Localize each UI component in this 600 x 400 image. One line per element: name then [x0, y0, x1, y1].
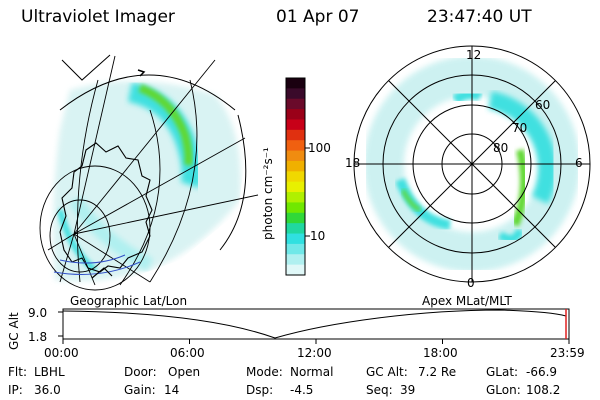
colorbar-cell — [286, 212, 305, 224]
seq-value: 39 — [400, 383, 416, 397]
lat-label-70: 70 — [512, 121, 528, 135]
flt-label: Flt: — [8, 365, 27, 379]
date-label: 01 Apr 07 — [276, 7, 360, 27]
colorbar-tick-100: 100 — [308, 141, 331, 155]
altitude-curve — [62, 309, 567, 339]
altitude-ytick-low: 1.8 — [28, 330, 48, 344]
altitude-xtick-3: 18:00 — [423, 346, 458, 360]
altitude-plot — [58, 308, 570, 344]
colorbar-cell — [286, 192, 305, 204]
geo-aurora-emission — [53, 81, 241, 282]
altitude-ytick-high: 9.0 — [28, 306, 48, 320]
colorbar-cell — [286, 129, 305, 141]
geographic-map — [39, 54, 259, 291]
colorbar-cell — [286, 254, 305, 266]
colorbar-cell — [286, 264, 305, 276]
colorbar-tick-10: 10 — [310, 229, 326, 243]
colorbar-cell — [286, 243, 305, 255]
mlt-label-0: 0 — [467, 276, 475, 290]
seq-label: Seq: — [366, 383, 393, 397]
polar-plot — [353, 45, 591, 283]
geo-map-label: Geographic Lat/Lon — [70, 294, 188, 308]
flt-value: LBHL — [34, 365, 65, 379]
lat-label-60: 60 — [535, 98, 551, 112]
colorbar-cell — [286, 119, 305, 131]
colorbar-cell — [286, 202, 305, 214]
colorbar-cell — [286, 171, 305, 183]
altitude-ylabel: GC Alt — [7, 312, 21, 350]
colorbar-cell — [286, 233, 305, 245]
colorbar-cell — [286, 181, 305, 193]
polar-plot-label: Apex MLat/MLT — [422, 294, 512, 308]
altitude-xtick-0: 00:00 — [44, 346, 79, 360]
mode-value: Normal — [290, 365, 334, 379]
gain-label: Gain: — [124, 383, 156, 397]
mode-label: Mode: — [246, 365, 283, 379]
instrument-title: Ultraviolet Imager — [21, 7, 175, 27]
colorbar-cell — [286, 150, 305, 162]
mlt-label-12: 12 — [466, 48, 482, 62]
time-label: 23:47:40 UT — [427, 7, 532, 27]
dsp-value: -4.5 — [290, 383, 314, 397]
altitude-xtick-4: 23:59 — [550, 346, 585, 360]
colorbar-cell — [286, 109, 305, 121]
glat-value: -66.9 — [526, 365, 558, 379]
altitude-xtick-1: 06:00 — [170, 346, 205, 360]
coastline — [59, 142, 153, 273]
colorbar — [285, 77, 310, 276]
colorbar-cell — [286, 98, 305, 110]
gcalt-value: 7.2 Re — [418, 365, 457, 379]
glon-value: 108.2 — [526, 383, 561, 397]
dsp-label: Dsp: — [246, 383, 274, 397]
colorbar-cell — [286, 140, 305, 152]
colorbar-cell — [286, 223, 305, 235]
colorbar-label: photon cm⁻²s⁻¹ — [261, 147, 275, 240]
glat-label: GLat: — [486, 365, 519, 379]
lat-label-80: 80 — [493, 141, 509, 155]
door-value: Open — [168, 365, 201, 379]
glon-label: GLon: — [486, 383, 521, 397]
colorbar-cell — [286, 88, 305, 100]
ip-label: IP: — [8, 383, 23, 397]
mlt-label-6: 6 — [575, 156, 583, 170]
ip-value: 36.0 — [34, 383, 61, 397]
door-label: Door: — [124, 365, 157, 379]
gcalt-label: GC Alt: — [366, 365, 408, 379]
gain-value: 14 — [164, 383, 180, 397]
colorbar-cell — [286, 78, 305, 89]
altitude-xtick-2: 12:00 — [297, 346, 332, 360]
mlt-label-18: 18 — [345, 156, 361, 170]
colorbar-cell — [286, 160, 305, 172]
